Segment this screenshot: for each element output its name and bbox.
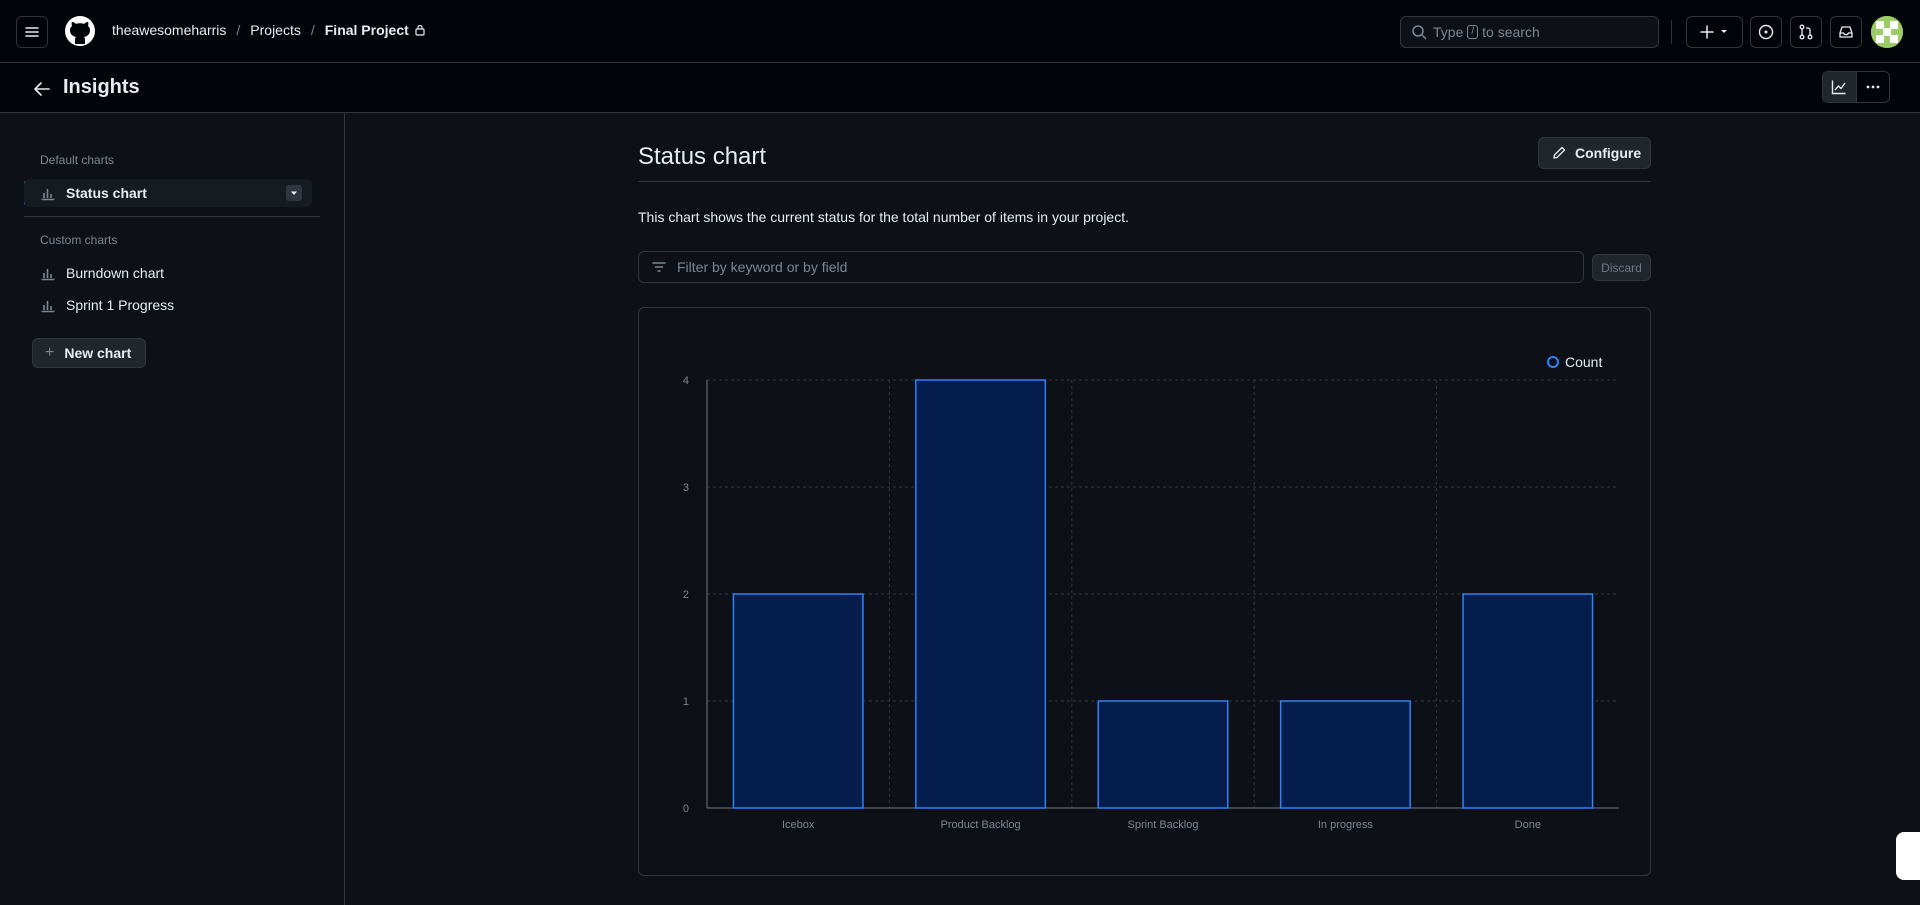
pull-requests-button[interactable] [1790,16,1822,48]
y-tick-label: 1 [683,696,689,708]
insights-header: Insights [0,63,1920,113]
filter-input[interactable]: Filter by keyword or by field [638,251,1584,283]
lock-icon [414,24,426,36]
breadcrumb-project[interactable]: Final Project [324,22,409,38]
arrow-left-icon [34,82,50,96]
kebab-horizontal-icon [1866,85,1880,89]
sidebar-item-sprint-1-progress[interactable]: Sprint 1 Progress [24,291,312,319]
bar-chart-icon [40,265,56,281]
breadcrumb-owner[interactable]: theawesomeharris [112,22,227,38]
inbox-icon [1839,26,1853,38]
menu-button[interactable] [16,16,48,48]
hamburger-icon [25,27,39,37]
x-tick-label: Done [1515,819,1541,831]
graph-view-button[interactable] [1823,72,1857,102]
git-pull-request-icon [1799,24,1813,40]
bar[interactable] [1279,700,1411,809]
bar[interactable] [1097,700,1229,809]
new-chart-button[interactable]: + New chart [32,338,146,368]
bar[interactable] [732,593,864,809]
graph-icon [1832,80,1846,95]
chart-options-dropdown[interactable] [286,185,302,201]
bar-chart-icon [40,185,56,201]
search-shortcut-key: / [1467,25,1479,39]
chart-description: This chart shows the current status for … [638,209,1129,225]
title-divider [638,181,1651,182]
configure-button[interactable]: Configure [1538,137,1651,169]
y-tick-label: 0 [683,803,689,815]
search-icon [1412,25,1427,40]
filter-placeholder: Filter by keyword or by field [677,259,848,275]
github-logo-icon[interactable] [64,15,96,47]
default-charts-label: Default charts [40,153,115,167]
search-prefix: Type [1433,24,1464,40]
bar-chart-icon [40,297,56,313]
y-tick-label: 2 [683,589,689,601]
chart-canvas: 0 1 2 3 4 Icebox Product Backlog Sprint Backlog… [683,375,1619,831]
x-tick-label: Product Backlog [941,819,1021,831]
sidebar-item-label: Sprint 1 Progress [66,297,175,313]
breadcrumb-separator: / [310,22,315,38]
x-tick-label: Sprint Backlog [1128,819,1199,831]
feedback-tab[interactable] [1896,832,1920,880]
legend-label: Count [1565,354,1603,370]
status-chart: 0 1 2 3 4 Icebox Product Backlog Sprint Backlog… [638,307,1651,876]
search-input[interactable]: Type / to search [1400,16,1659,48]
sidebar-item-label: Burndown chart [66,265,165,281]
chart-legend[interactable]: Count [1547,354,1602,370]
filter-icon [652,262,666,272]
page-title: Status chart [638,143,767,170]
search-suffix: to search [1482,24,1540,40]
breadcrumb: theawesomeharris / Projects / Final Proj… [112,22,426,38]
discard-button[interactable]: Discard [1592,254,1651,281]
sidebar-item-label: Status chart [66,185,147,201]
insights-sidebar [0,113,345,905]
insights-title: Insights [63,76,140,98]
user-avatar[interactable] [1871,16,1903,48]
y-tick-label: 3 [683,482,689,494]
triangle-down-icon [291,191,297,195]
issue-opened-icon [1758,24,1774,40]
pencil-icon [1553,146,1566,159]
sidebar-item-burndown-chart[interactable]: Burndown chart [24,259,312,287]
legend-swatch [1547,356,1559,368]
bar[interactable] [915,379,1047,809]
inbox-button[interactable] [1830,16,1862,48]
new-chart-label: New chart [64,345,132,361]
sidebar-item-status-chart[interactable]: Status chart [24,179,312,207]
custom-charts-label: Custom charts [40,233,118,247]
sidebar-divider [24,216,320,217]
plus-icon [1699,25,1727,39]
configure-label: Configure [1575,145,1642,161]
y-tick-label: 4 [683,375,689,387]
create-new-button[interactable] [1686,16,1743,48]
plus-icon: + [45,344,55,361]
more-options-button[interactable] [1857,72,1890,102]
global-header: theawesomeharris / Projects / Final Proj… [0,0,1920,63]
back-button[interactable] [32,79,52,102]
x-tick-label: In progress [1318,819,1374,831]
breadcrumb-projects[interactable]: Projects [250,22,301,38]
x-tick-label: Icebox [782,819,815,831]
header-divider [1671,20,1672,44]
issues-button[interactable] [1750,16,1782,48]
breadcrumb-separator: / [236,22,241,38]
insights-actions [1822,71,1890,103]
bar[interactable] [1462,593,1594,809]
